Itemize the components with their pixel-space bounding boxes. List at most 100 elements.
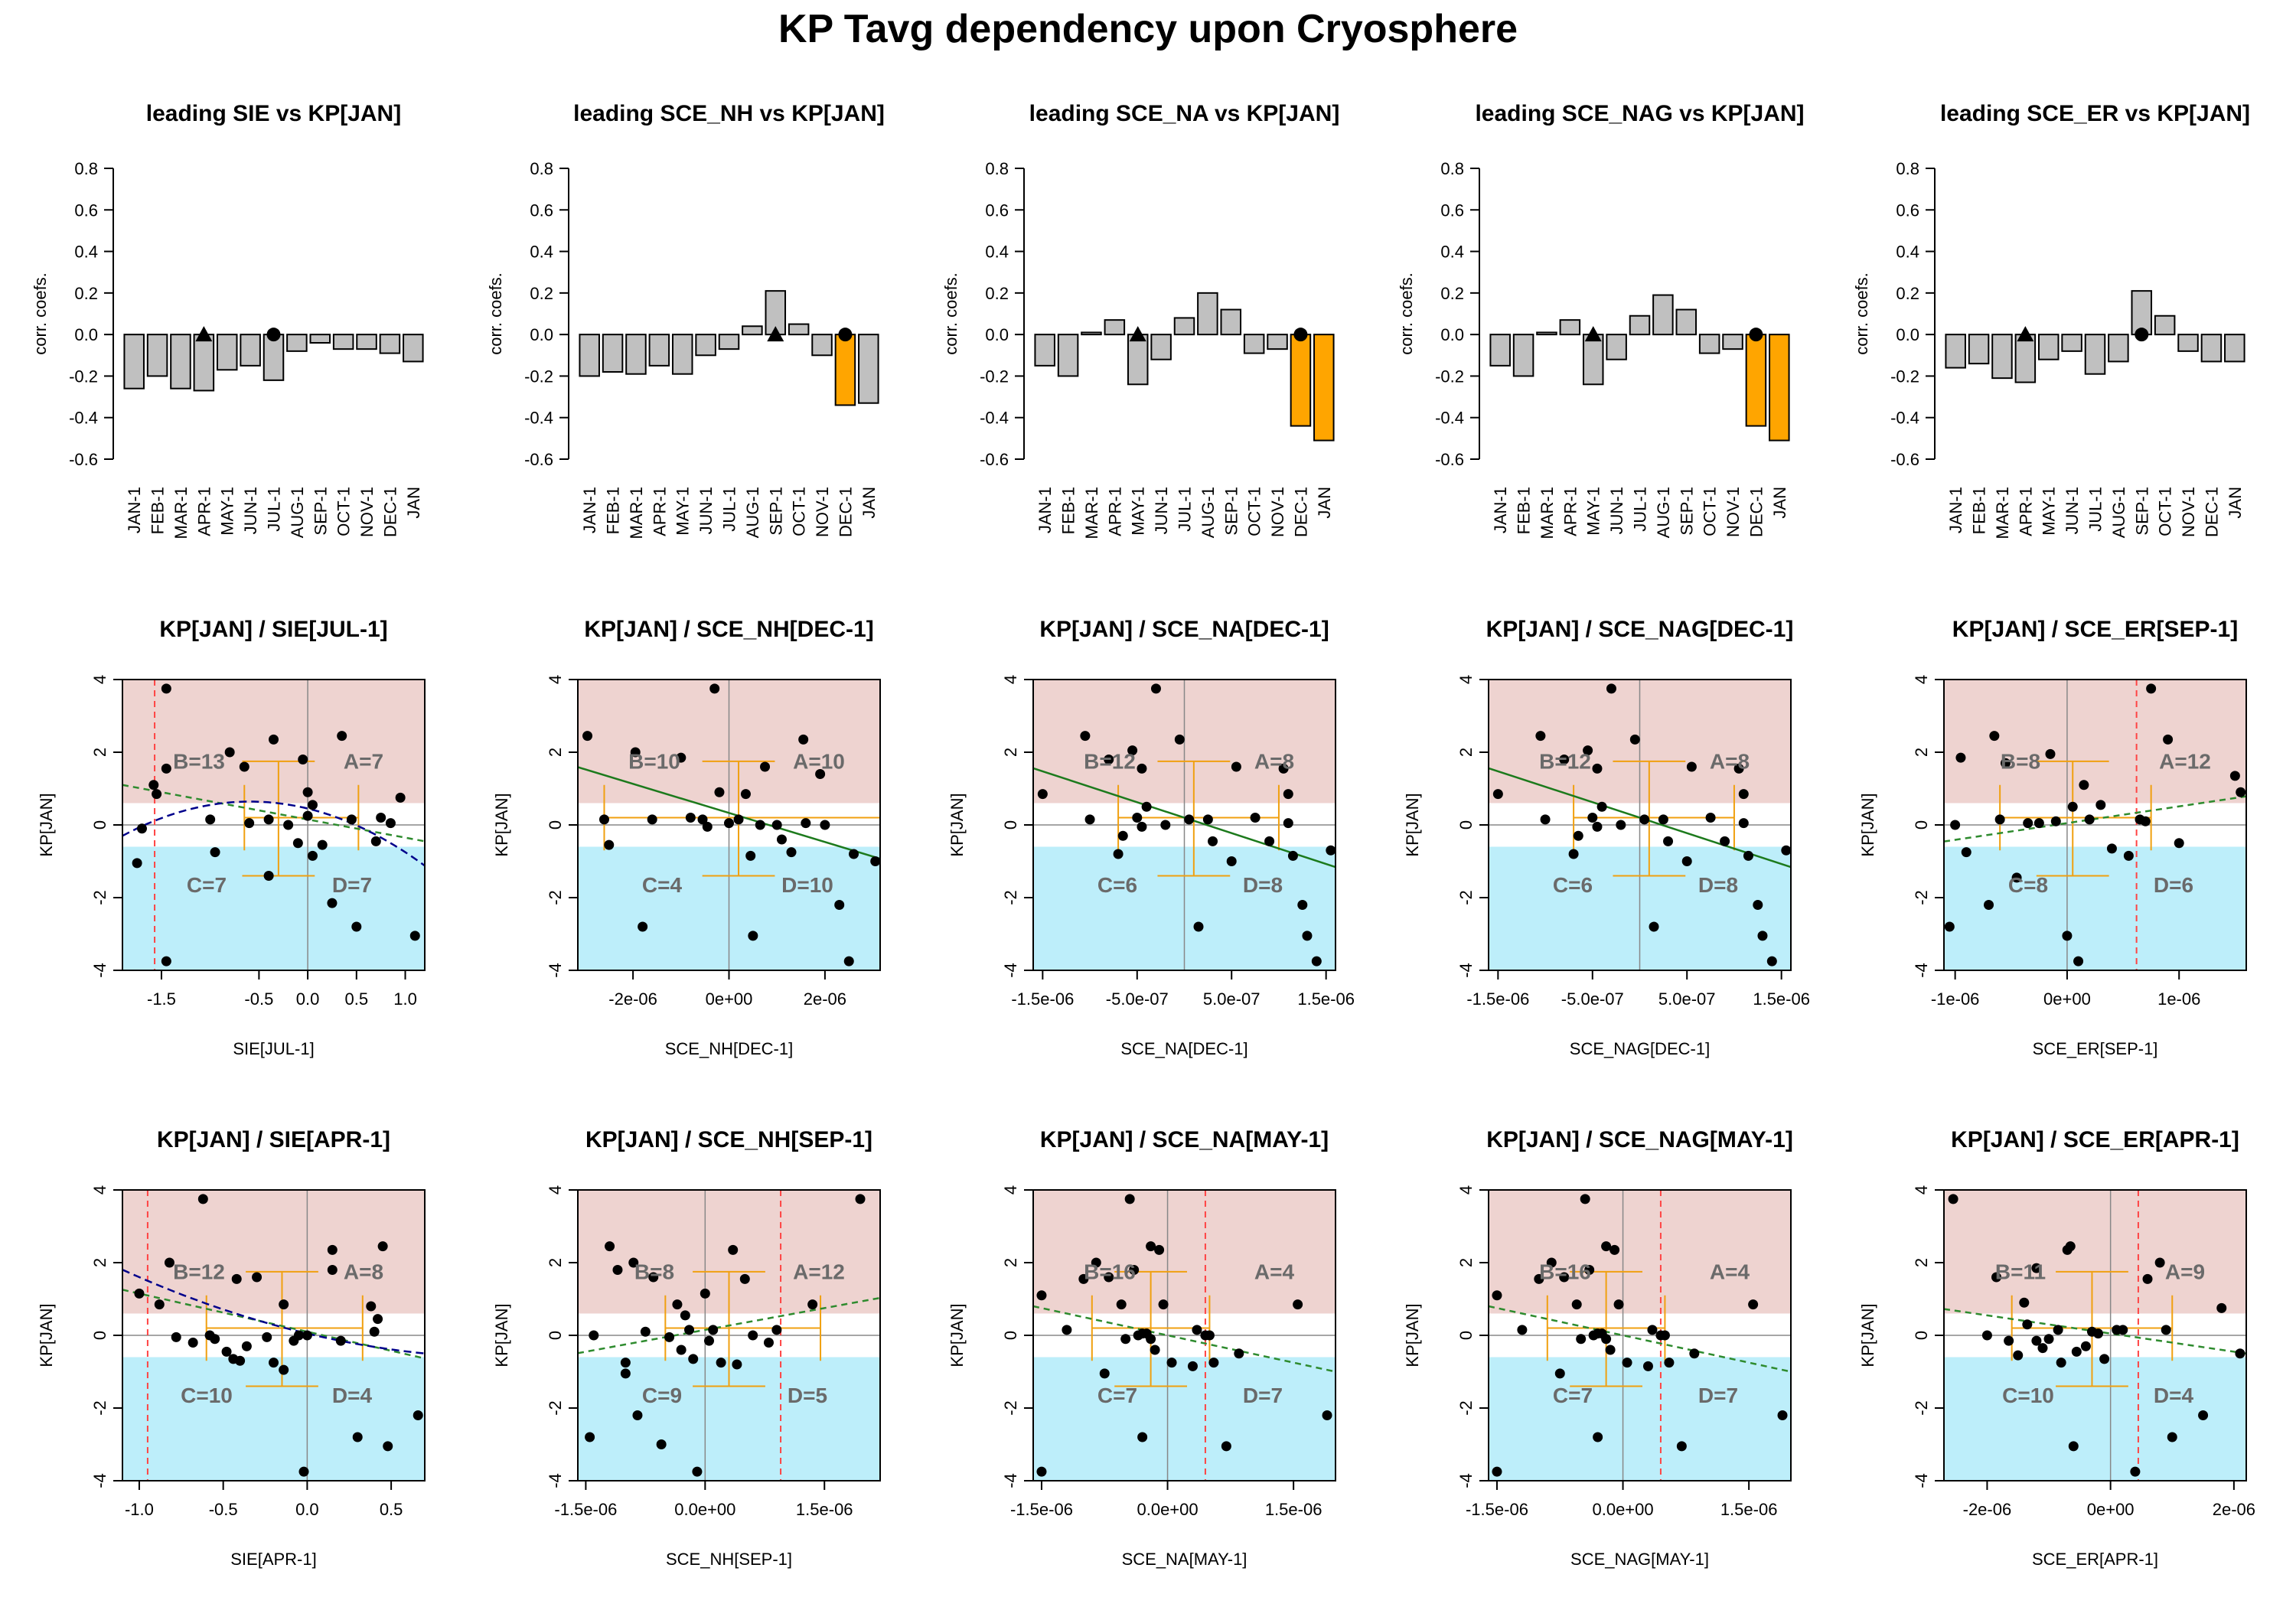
data-point xyxy=(1989,731,2000,742)
y-tick-label: -2 xyxy=(1912,1400,1931,1416)
y-axis-label: corr. coefs. xyxy=(486,272,505,355)
x-tick-label: FEB-1 xyxy=(1515,487,1534,534)
x-tick-label: MAR-1 xyxy=(171,487,191,539)
bar-JUL-1 xyxy=(263,334,285,381)
data-point xyxy=(269,1358,279,1368)
fit-line xyxy=(1489,1305,1791,1373)
data-point xyxy=(739,1273,750,1284)
y-tick-label: 0.2 xyxy=(1440,284,1464,303)
data-point xyxy=(161,763,171,774)
bar-SEP-1 xyxy=(1220,308,1242,336)
data-point xyxy=(776,834,787,845)
y-tick-label: 4 xyxy=(546,675,565,684)
x-axis-label: SCE_NA[MAY-1] xyxy=(1122,1550,1247,1569)
y-axis-label: KP[JAN] xyxy=(1858,793,1877,856)
bar-FEB-1 xyxy=(1968,334,1990,365)
data-point xyxy=(134,1288,145,1299)
data-point xyxy=(298,755,308,764)
data-point xyxy=(1622,1358,1632,1368)
y-tick-label: -4 xyxy=(1001,1473,1020,1488)
y-tick-label: 4 xyxy=(1912,675,1931,684)
marker-circle xyxy=(1749,328,1763,342)
x-tick-label: SEP-1 xyxy=(1677,487,1696,536)
bar-JAN-1 xyxy=(1034,334,1055,367)
data-point xyxy=(680,1310,690,1321)
data-point xyxy=(748,1330,758,1341)
bar-JUL-1 xyxy=(1173,317,1195,336)
plot-area xyxy=(1489,680,1791,970)
y-tick-label: -2 xyxy=(546,890,565,905)
x-tick-label: MAR-1 xyxy=(1993,487,2012,539)
quadrant-label-C: C=7 xyxy=(187,873,227,897)
x-tick-label: JUL-1 xyxy=(2086,487,2105,532)
data-point xyxy=(834,900,845,910)
quadrant-label-A: A=4 xyxy=(1254,1260,1295,1283)
x-tick-label: -1.5e-06 xyxy=(554,1500,617,1519)
bar-panel-title: leading SCE_NAG vs KP[JAN] xyxy=(1475,101,1804,126)
x-tick-label: DEC-1 xyxy=(2202,487,2221,537)
data-point xyxy=(292,838,303,849)
data-point xyxy=(161,956,171,966)
data-point xyxy=(656,1439,667,1449)
data-point xyxy=(376,813,386,823)
data-point xyxy=(1601,1241,1612,1252)
data-point xyxy=(820,820,830,830)
data-point xyxy=(366,1301,377,1312)
data-point xyxy=(132,858,142,869)
panel-11: KP[JAN] / SIE[APR-1] B=12 A=8 C=10 D=4 -4 -2 0 2… xyxy=(37,1127,426,1569)
data-point xyxy=(1160,820,1171,830)
data-point xyxy=(1984,900,1994,910)
y-tick-label: -4 xyxy=(90,963,109,978)
data-point xyxy=(2106,843,2117,854)
quadrant-label-C: C=10 xyxy=(2002,1384,2054,1407)
x-tick-label: APR-1 xyxy=(1561,487,1580,536)
data-point xyxy=(1663,836,1674,846)
data-point xyxy=(2013,1350,2024,1361)
bar-JUN-1 xyxy=(1606,334,1627,360)
data-point xyxy=(697,814,708,825)
data-point xyxy=(1184,814,1195,825)
x-tick-label: -0.5 xyxy=(244,989,273,1009)
bar-NOV-1 xyxy=(1722,334,1743,350)
x-tick-label: AUG-1 xyxy=(2109,487,2128,538)
data-point xyxy=(709,683,720,694)
data-point xyxy=(1583,745,1593,756)
data-point xyxy=(327,1244,338,1255)
data-point xyxy=(1606,683,1616,694)
data-point xyxy=(263,871,274,881)
quadratic-fit xyxy=(122,800,425,867)
x-tick-label: MAR-1 xyxy=(627,487,646,539)
y-tick-label: 0.8 xyxy=(1896,159,1919,178)
data-point xyxy=(1601,1334,1612,1345)
data-point xyxy=(2093,1328,2104,1339)
data-point xyxy=(152,789,162,800)
data-point xyxy=(1753,900,1763,910)
data-point xyxy=(763,1338,774,1348)
y-tick-label: 2 xyxy=(546,748,565,757)
data-point xyxy=(1129,1265,1140,1275)
quadrant-label-D: D=8 xyxy=(1243,873,1283,897)
y-tick-label: 0.0 xyxy=(530,325,553,344)
bar-panel-title: leading SCE_NH vs KP[JAN] xyxy=(573,101,885,126)
data-point xyxy=(1036,1290,1047,1301)
x-tick-label: JUL-1 xyxy=(720,487,739,532)
data-point xyxy=(2174,838,2184,849)
x-tick-label: SEP-1 xyxy=(766,487,785,536)
data-point xyxy=(1221,1441,1231,1452)
quadrant-label-D: D=7 xyxy=(1698,1384,1738,1407)
data-point xyxy=(2146,683,2157,694)
data-point xyxy=(298,1466,309,1477)
bar-panel-title: leading SIE vs KP[JAN] xyxy=(146,101,401,126)
bar-SEP-1 xyxy=(1675,308,1698,336)
data-point xyxy=(605,1241,615,1252)
y-axis-label: KP[JAN] xyxy=(1403,1303,1422,1367)
data-point xyxy=(171,1332,181,1342)
y-tick-label: -4 xyxy=(90,1473,109,1488)
marker-circle xyxy=(1293,328,1308,342)
data-point xyxy=(2062,931,2073,941)
x-tick-label: OCT-1 xyxy=(2156,487,2175,536)
x-tick-label: FEB-1 xyxy=(1059,487,1078,534)
data-point xyxy=(620,1358,631,1368)
y-tick-label: -0.6 xyxy=(524,450,553,469)
fit-line xyxy=(1489,767,1791,869)
